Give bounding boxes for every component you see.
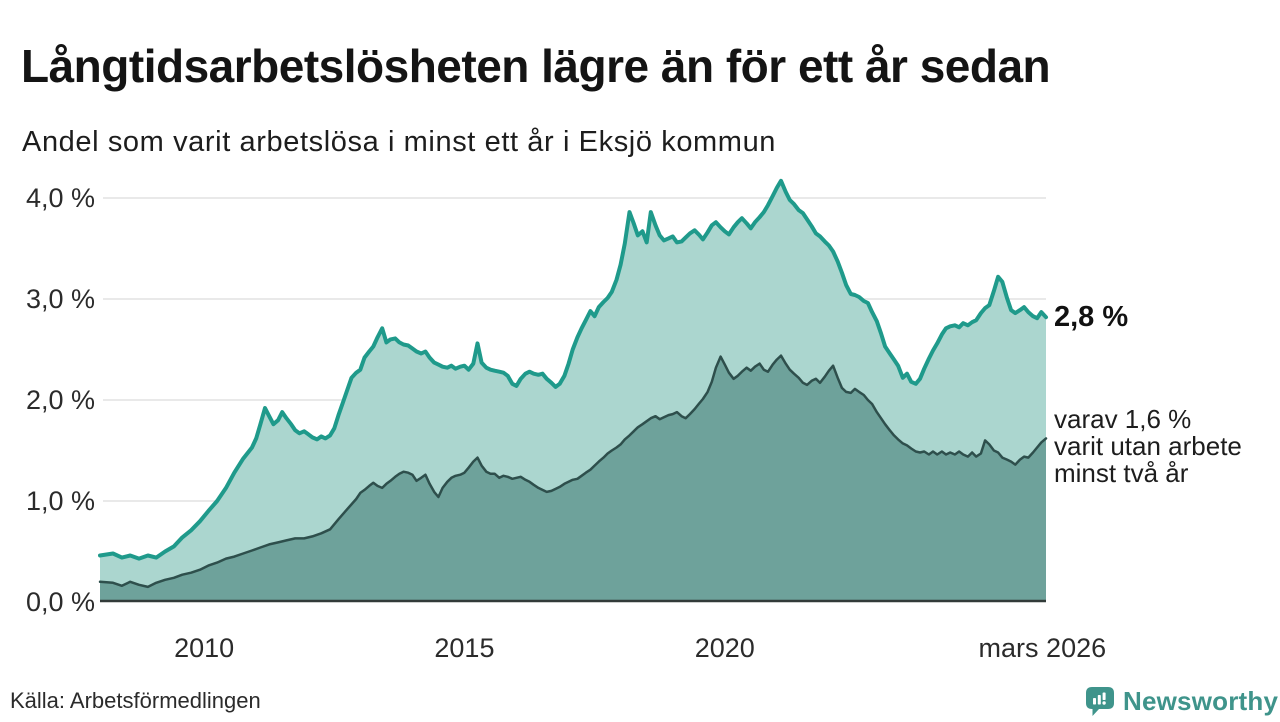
newsworthy-logo-text: Newsworthy <box>1123 685 1279 716</box>
y-tick-label: 3,0 % <box>25 284 95 314</box>
y-tick-label: 0,0 % <box>25 587 95 617</box>
y-tick-label: 2,0 % <box>25 385 95 415</box>
y-tick-label: 4,0 % <box>25 183 95 213</box>
source-note: Källa: Arbetsförmedlingen <box>10 688 261 713</box>
area-fill <box>100 355 1046 602</box>
series-line <box>98 354 1048 589</box>
secondary-value-line3: minst två år <box>1054 458 1189 488</box>
latest-value-label: 2,8 % <box>1054 301 1129 333</box>
page-title: Långtidsarbetslösheten lägre än för ett … <box>21 39 1051 92</box>
x-tick-label: 2010 <box>174 633 235 663</box>
x-tick-label: 2020 <box>694 633 755 663</box>
secondary-value-line2: varit utan arbete <box>1054 431 1242 461</box>
x-tick-label: mars 2026 <box>978 633 1107 663</box>
chart-subtitle: Andel som varit arbetslösa i minst ett å… <box>22 126 777 158</box>
series-line <box>98 178 1048 561</box>
plot-svg <box>98 178 1048 603</box>
y-tick-label: 1,0 % <box>25 486 95 516</box>
x-tick-label: 2015 <box>434 633 495 663</box>
secondary-value-line1: varav 1,6 % <box>1054 404 1192 434</box>
newsworthy-logo-icon <box>1084 685 1116 717</box>
secondary-value-label: varav 1,6 % varit utan arbete minst två … <box>1054 406 1242 487</box>
newsworthy-logo: Newsworthy <box>1084 684 1278 718</box>
